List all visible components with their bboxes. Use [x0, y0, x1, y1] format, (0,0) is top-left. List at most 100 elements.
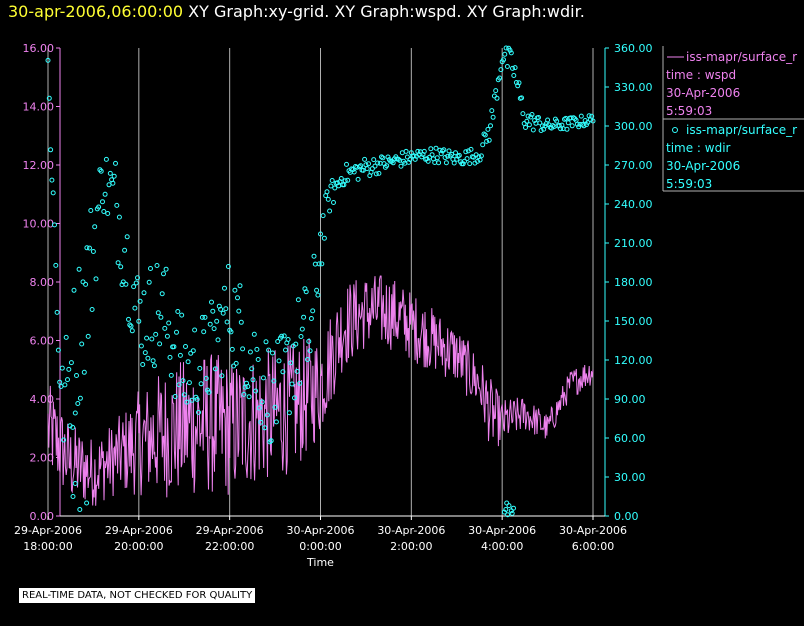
wdir-point — [49, 177, 55, 183]
wdir-point — [301, 314, 307, 320]
wdir-point — [144, 335, 150, 341]
wdir-point — [249, 366, 255, 372]
wdir-point — [266, 347, 272, 353]
wdir-point — [203, 375, 209, 381]
wdir-point — [162, 325, 168, 331]
wdir-point — [181, 392, 187, 398]
x-tick-time-5: 4:00:00 — [481, 540, 523, 553]
wdir-point — [65, 377, 70, 383]
wdir-point — [403, 148, 409, 154]
wdir-point — [96, 204, 102, 210]
wdir-point — [446, 148, 452, 154]
wdir-point — [331, 200, 336, 205]
wdir-point — [454, 156, 460, 162]
wdir-point — [490, 114, 496, 120]
wdir-point — [297, 380, 303, 386]
wdir-point — [172, 394, 178, 399]
wdir-point — [398, 163, 404, 169]
wdir-point — [464, 156, 470, 162]
x-tick-time-0: 18:00:00 — [23, 540, 72, 553]
left-tick-label-7: 14.00 — [23, 101, 55, 114]
wdir-point — [238, 319, 244, 325]
x-tick-time-6: 6:00:00 — [572, 540, 614, 553]
right-tick-label-10: 300.00 — [614, 120, 653, 133]
wdir-point — [223, 306, 229, 312]
wdir-point — [306, 338, 312, 344]
wdir-point — [321, 235, 327, 241]
wdir-point — [224, 319, 230, 325]
wdir-point — [407, 157, 413, 162]
wdir-point — [299, 326, 305, 332]
wdir-point — [497, 75, 503, 81]
wdir-point — [281, 333, 287, 339]
x-tick-time-2: 22:00:00 — [205, 540, 254, 553]
wdir-point — [240, 346, 246, 352]
x-tick-date-5: 30-Apr-2006 — [468, 524, 536, 537]
wdir-point — [237, 283, 243, 289]
legend-field-1: time : wdir — [666, 141, 731, 155]
wdir-point — [137, 298, 143, 304]
wdir-point — [530, 127, 536, 133]
wdir-point — [519, 95, 525, 101]
wdir-series-points — [45, 45, 596, 518]
wdir-point — [280, 369, 286, 375]
wdir-point — [475, 158, 480, 164]
wdir-point — [329, 178, 335, 183]
wdir-point — [351, 169, 357, 175]
wdir-point — [315, 292, 321, 298]
right-tick-label-6: 180.00 — [614, 276, 653, 289]
wdir-point — [148, 266, 153, 271]
wdir-point — [132, 305, 138, 311]
wdir-point — [196, 409, 201, 415]
wdir-point — [74, 373, 79, 378]
wdir-point — [80, 279, 86, 285]
wdir-point — [84, 245, 90, 251]
wdir-point — [177, 352, 183, 358]
wdir-point — [122, 247, 128, 253]
wdir-point — [84, 500, 90, 506]
wdir-point — [344, 161, 349, 167]
wdir-point — [521, 121, 527, 126]
wdir-point — [305, 357, 310, 362]
wdir-point — [106, 182, 112, 188]
wdir-point — [158, 314, 164, 320]
wdir-point — [482, 132, 488, 138]
wdir-point — [328, 183, 334, 189]
wdir-point — [128, 323, 134, 329]
wdir-point — [292, 395, 297, 401]
wdir-point — [46, 95, 52, 101]
wdir-point — [110, 180, 116, 186]
wdir-point — [509, 510, 515, 516]
wdir-point — [189, 397, 195, 403]
wdir-point — [188, 350, 194, 356]
wdir-point — [364, 166, 370, 172]
left-tick-label-1: 2.00 — [30, 452, 55, 465]
wdir-point — [528, 114, 534, 120]
wdir-point — [565, 120, 571, 126]
wdir-point — [478, 153, 484, 159]
right-axis-ticks: 0.00 30.00 60.00 90.00 120.00 150.00 180.00 210… — [605, 42, 653, 523]
wdir-point — [259, 399, 265, 405]
legend-field-0: time : wspd — [666, 68, 736, 82]
axes — [59, 48, 606, 517]
wdir-point — [53, 262, 59, 268]
wdir-point — [206, 389, 212, 395]
wdir-point — [63, 334, 69, 340]
wdir-point — [118, 264, 124, 270]
wdir-point — [215, 337, 221, 343]
right-tick-label-11: 330.00 — [614, 81, 653, 94]
wdir-point — [163, 266, 169, 272]
wdir-point — [222, 285, 227, 291]
right-tick-label-7: 210.00 — [614, 237, 653, 250]
wdir-point — [480, 142, 486, 148]
wdir-point — [190, 348, 196, 354]
wdir-point — [372, 163, 378, 169]
wdir-point — [511, 73, 517, 78]
x-tick-date-4: 30-Apr-2006 — [377, 524, 445, 537]
wdir-point — [445, 153, 451, 159]
wdir-point — [293, 341, 299, 347]
wdir-point — [68, 360, 74, 366]
wdir-point — [516, 80, 522, 86]
wdir-point — [502, 51, 508, 57]
wdir-point — [554, 118, 560, 124]
